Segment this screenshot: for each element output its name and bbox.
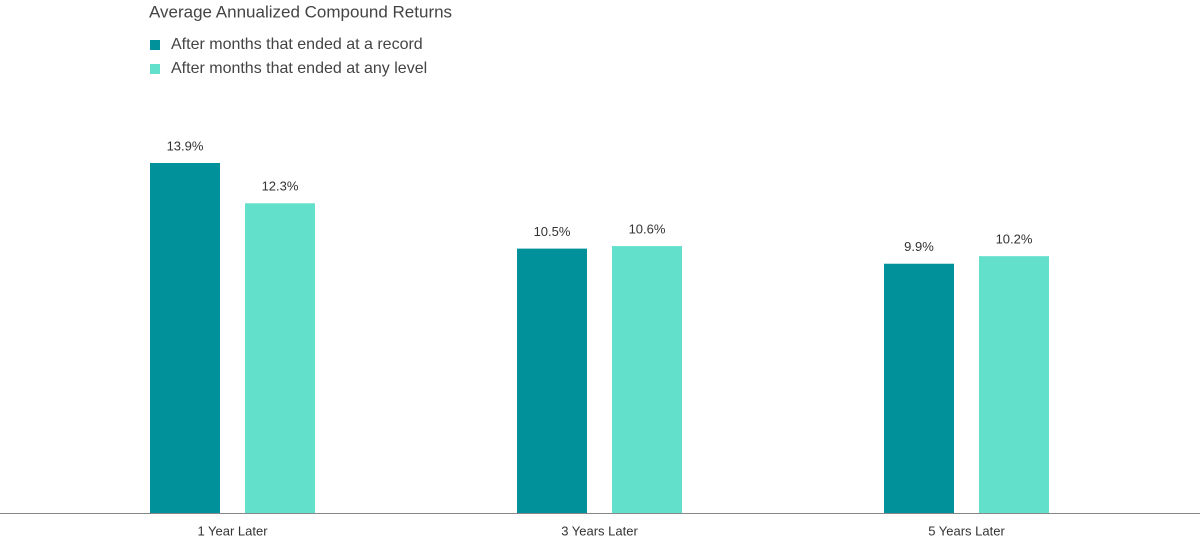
legend-label: After months that ended at a record — [171, 36, 423, 53]
value-label: 13.9% — [167, 138, 204, 153]
bar — [517, 248, 587, 513]
legend-label: After months that ended at any level — [171, 60, 427, 77]
bar — [612, 246, 682, 514]
value-label: 10.5% — [534, 224, 571, 239]
bar — [245, 203, 315, 513]
value-label: 10.6% — [629, 222, 666, 237]
legend-swatch — [150, 40, 160, 50]
bar — [884, 263, 954, 513]
value-label: 10.2% — [996, 232, 1033, 247]
bar — [150, 163, 220, 513]
x-tick-label: 1 Year Later — [197, 523, 268, 538]
value-label: 12.3% — [262, 179, 299, 194]
x-tick-label: 3 Years Later — [561, 523, 638, 538]
legend-swatch — [150, 64, 160, 74]
bar — [979, 256, 1049, 513]
x-tick-label: 5 Years Later — [928, 523, 1005, 538]
value-label: 9.9% — [904, 239, 934, 254]
chart-title: Average Annualized Compound Returns — [149, 2, 452, 21]
